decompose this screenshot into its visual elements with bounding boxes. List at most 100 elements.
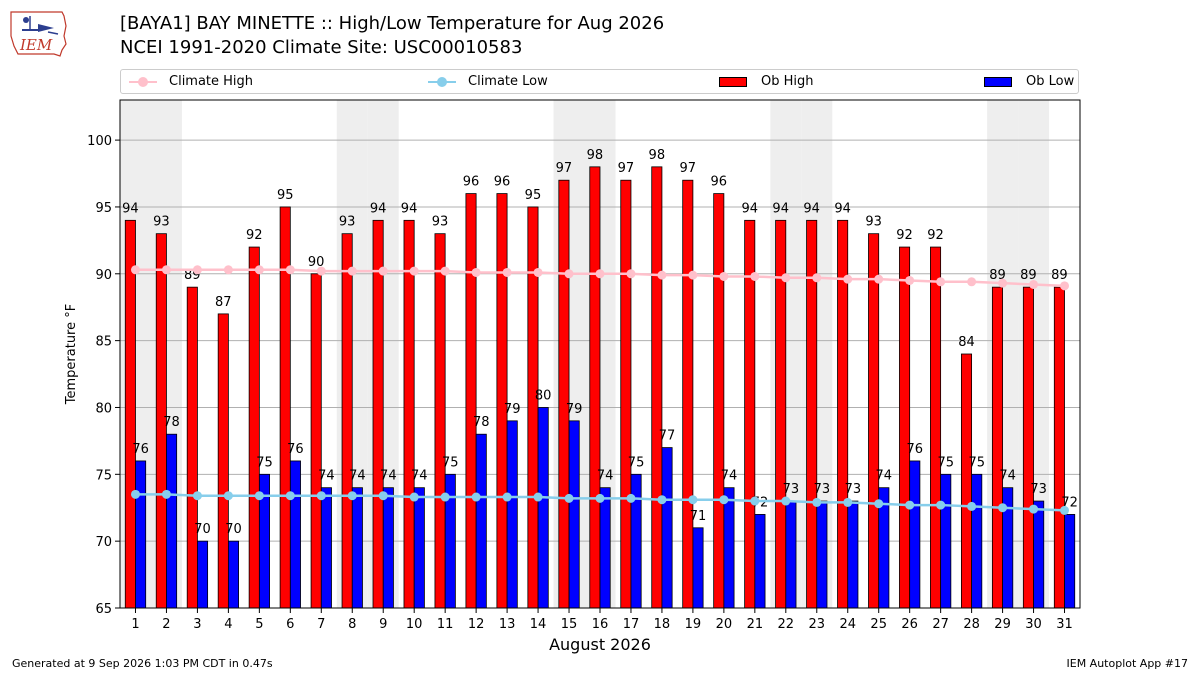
x-tick-label: 21 [747, 617, 764, 632]
climate-high-point [1060, 281, 1070, 291]
label-ob-high: 94 [803, 201, 820, 216]
climate-low-point [874, 499, 884, 509]
label-ob-high: 87 [215, 295, 232, 310]
climate-low-point [1029, 504, 1039, 514]
footer-app-id: IEM Autoplot App #17 [1066, 657, 1189, 670]
label-ob-low: 76 [287, 442, 304, 457]
label-ob-low: 74 [411, 469, 428, 484]
x-tick-label: 11 [437, 617, 454, 632]
y-axis-label: Temperature °F [64, 304, 79, 405]
climate-low-point [161, 489, 171, 499]
climate-low-point [936, 500, 946, 510]
label-ob-low: 75 [628, 455, 645, 470]
climate-high-point [719, 271, 729, 281]
x-axis-label: August 2026 [549, 635, 651, 654]
bar-ob-low [599, 487, 611, 609]
climate-high-point [595, 269, 605, 279]
label-ob-high: 94 [122, 201, 139, 216]
bar-ob-low [971, 473, 983, 609]
label-ob-low: 74 [876, 469, 893, 484]
climate-high-point [533, 267, 543, 277]
label-ob-low: 79 [504, 402, 521, 417]
label-ob-low: 73 [1030, 482, 1047, 497]
label-ob-low: 78 [163, 415, 180, 430]
climate-high-point [564, 269, 574, 279]
climate-low-point [750, 496, 760, 506]
bar-ob-low [413, 487, 425, 609]
label-ob-low: 76 [907, 442, 924, 457]
bar-ob-high [868, 233, 880, 609]
x-tick-label: 22 [778, 617, 795, 632]
label-ob-high: 90 [308, 255, 325, 270]
climate-low-point [564, 493, 574, 503]
bar-ob-low [197, 540, 209, 609]
bar-ob-low [135, 460, 147, 609]
climate-high-point [626, 269, 636, 279]
label-ob-low: 70 [225, 522, 242, 537]
chart-subtitle: NCEI 1991-2020 Climate Site: USC00010583 [120, 37, 523, 58]
x-tick-label: 8 [348, 617, 356, 632]
bar-ob-high [960, 353, 973, 609]
bar-ob-low [475, 433, 487, 609]
bar-ob-high [1022, 286, 1034, 609]
label-ob-high: 93 [432, 215, 449, 230]
label-ob-high: 92 [246, 228, 263, 243]
bar-ob-high [186, 286, 198, 609]
bar-ob-high [620, 179, 632, 609]
climate-high-point [1029, 279, 1039, 289]
label-ob-high: 95 [525, 188, 542, 203]
climate-low-point [502, 492, 512, 502]
bar-ob-high [930, 246, 942, 609]
x-tick-label: 14 [530, 617, 547, 632]
footer-generated: Generated at 9 Sep 2026 1:03 PM CDT in 0… [12, 657, 273, 670]
climate-low-point [595, 493, 605, 503]
x-tick-label: 20 [716, 617, 733, 632]
x-tick-label: 1 [131, 617, 139, 632]
y-tick-label: 100 [87, 134, 112, 149]
bar-ob-high [403, 219, 415, 609]
label-ob-high: 96 [463, 175, 480, 190]
label-ob-low: 75 [256, 455, 273, 470]
climate-high-point [316, 266, 326, 276]
label-ob-high: 94 [370, 201, 387, 216]
label-ob-high: 89 [1051, 268, 1068, 283]
climate-high-point [874, 274, 884, 284]
label-ob-low: 74 [318, 469, 335, 484]
chart-legend: Climate High Climate Low Ob High Ob Low [120, 69, 1079, 94]
climate-low-point [626, 493, 636, 503]
bar-ob-high [527, 206, 539, 609]
label-ob-high: 94 [834, 201, 851, 216]
climate-high-point [502, 267, 512, 277]
climate-high-point [812, 273, 822, 283]
label-ob-low: 78 [473, 415, 490, 430]
iem-logo: IEM [8, 6, 70, 60]
bar-ob-low [754, 514, 766, 609]
climate-high-point [409, 266, 419, 276]
climate-low-point [223, 491, 233, 501]
x-tick-label: 6 [286, 617, 294, 632]
bar-ob-low [166, 433, 178, 609]
bar-ob-low [227, 540, 240, 609]
label-ob-low: 73 [814, 482, 831, 497]
legend-label-ob-high: Ob High [761, 74, 814, 89]
label-ob-high: 97 [556, 161, 573, 176]
label-ob-high: 93 [865, 215, 882, 230]
bar-ob-high [124, 219, 136, 609]
bar-ob-high [558, 179, 570, 609]
x-tick-label: 26 [901, 617, 918, 632]
label-ob-high: 96 [710, 175, 727, 190]
x-tick-label: 13 [499, 617, 516, 632]
climate-high-point [657, 270, 667, 280]
bar-ob-low [506, 420, 518, 609]
climate-low-point [192, 491, 202, 501]
y-tick-label: 85 [95, 335, 112, 350]
climate-low-point [719, 495, 729, 505]
label-ob-low: 75 [968, 455, 985, 470]
bar-ob-low [661, 447, 673, 609]
climate-high-point [471, 267, 481, 277]
bar-ob-high [651, 166, 663, 609]
y-tick-label: 90 [95, 268, 112, 283]
label-ob-low: 80 [535, 388, 552, 403]
legend-label-climate-low: Climate Low [468, 74, 548, 89]
climate-high-point [936, 277, 946, 287]
